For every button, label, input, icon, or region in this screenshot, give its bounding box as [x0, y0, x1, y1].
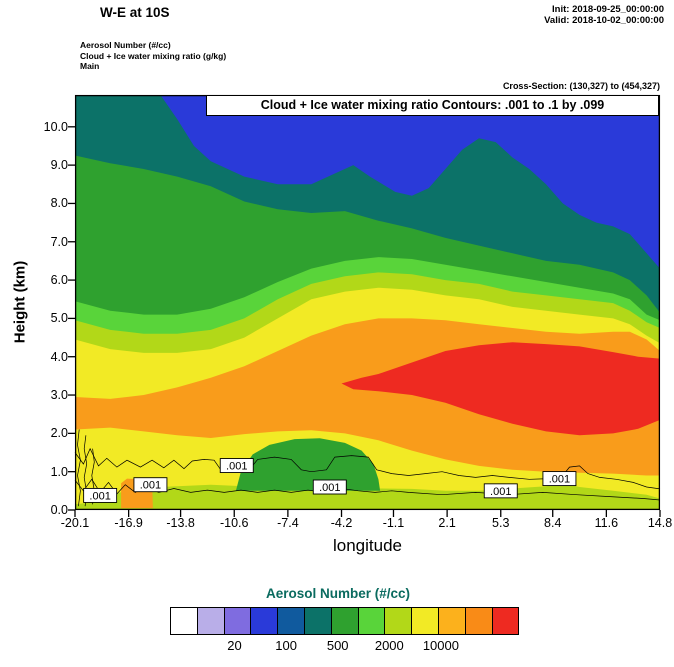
x-tick-label: 11.6	[594, 516, 619, 530]
y-tick-label: 2.0	[50, 426, 68, 441]
contour-info-box: Cloud + Ice water mixing ratio Contours:…	[206, 95, 659, 116]
colorbar-tick-label: 500	[326, 638, 349, 653]
y-tick-label: 4.0	[50, 349, 68, 364]
y-tick-label: 5.0	[50, 311, 68, 326]
y-tick-label: 10.0	[43, 119, 68, 134]
colorbar-tick-label: 100	[275, 638, 297, 653]
contour-label-text: .001	[549, 474, 570, 486]
legend-cloud-ice: Cloud + Ice water mixing ratio (g/kg)	[80, 50, 227, 61]
colorbar-title: Aerosol Number (#/cc)	[265, 586, 411, 601]
contour-label-text: .001	[319, 482, 340, 494]
red-core	[341, 342, 660, 436]
y-tick-label: 8.0	[50, 196, 68, 211]
colorbar-cell	[384, 607, 413, 635]
colorbar-cell	[196, 607, 225, 635]
contour-label-text: .001	[140, 480, 161, 492]
colorbar-cell	[250, 607, 279, 635]
contour-label-text: .001	[226, 461, 247, 473]
x-tick-label: -10.6	[219, 516, 249, 530]
contour-label-box	[219, 458, 254, 473]
x-tick-label: -7.4	[277, 516, 299, 530]
x-tick-label: -13.8	[166, 516, 195, 530]
x-tick-label: 5.3	[492, 516, 510, 530]
y-tick-label: 0.0	[50, 503, 68, 517]
colorbar-cell	[277, 607, 305, 635]
colorbar-cell	[464, 607, 493, 635]
contour-label-box	[483, 483, 518, 499]
field-legend: Aerosol Number (#/cc) Cloud + Ice water …	[80, 40, 226, 72]
colorbar-cell	[491, 607, 520, 635]
legend-aerosol-number: Aerosol Number (#/cc)	[80, 40, 171, 50]
y-tick-label: 7.0	[50, 234, 68, 249]
x-tick-label: 8.4	[544, 516, 562, 530]
y-tick-label: 6.0	[50, 273, 68, 288]
colorbar-tick-label: 2000	[374, 638, 404, 653]
timestamps: Init: 2018-09-25_00:00:00 Valid: 2018-10…	[544, 4, 664, 26]
contour-label-box	[83, 487, 118, 503]
contour-label-box	[542, 471, 577, 487]
contour-label-text: .001	[490, 486, 511, 498]
x-tick-label: -16.9	[114, 516, 143, 530]
low-level-green-blob	[235, 438, 381, 491]
page-title: W-E at 10S	[100, 5, 170, 20]
contour-plot-canvas: .001 .001 .001 .001 .001 .001	[68, 94, 661, 517]
colorbar-tick-label: 10000	[422, 638, 459, 653]
x-tick-label: 2.1	[438, 516, 456, 530]
legend-domain: Main	[80, 61, 100, 71]
y-tick-label: 9.0	[50, 158, 68, 173]
y-tick-label: 1.0	[50, 464, 68, 479]
contour-label-text: .001	[89, 490, 110, 502]
y-tick-label: 3.0	[50, 388, 68, 403]
colorbar-cell	[303, 607, 332, 635]
x-tick-label: -1.1	[382, 516, 405, 530]
colorbar-cell	[357, 607, 386, 635]
colorbar-cell	[330, 607, 359, 635]
contour-label-box	[133, 477, 168, 493]
x-tick-label: -4.2	[330, 516, 353, 530]
cloud-contour-line	[77, 429, 81, 507]
init-timestamp: Init: 2018-09-25_00:00:00	[552, 4, 664, 15]
colorbar-cell	[411, 607, 439, 635]
cross-section-plot: .001 .001 .001 .001 .001 .001 Cloud + Ice wat…	[68, 94, 661, 517]
cross-section-coords: Cross-Section: (130,327) to (454,327)	[502, 81, 660, 91]
y-axis-label: Height (km)	[11, 260, 29, 344]
colorbar-cell	[170, 607, 198, 635]
colorbar-cell	[437, 607, 466, 635]
x-tick-label: -20.1	[60, 516, 90, 530]
colorbar	[170, 607, 520, 635]
colorbar-cell	[223, 607, 252, 635]
x-tick-label: 14.8	[647, 516, 673, 530]
x-axis-label: longitude	[332, 536, 402, 555]
colorbar-tick-label: 20	[227, 638, 242, 653]
contour-label-box	[312, 479, 347, 495]
valid-timestamp: Valid: 2018-10-02_00:00:00	[544, 15, 664, 26]
